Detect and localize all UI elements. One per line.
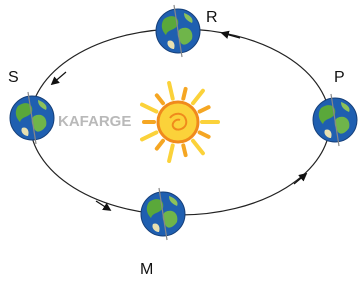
sun — [142, 83, 218, 161]
earth — [313, 94, 357, 146]
orbit-arrow — [294, 174, 306, 184]
sun-ray — [142, 105, 156, 112]
diagram: KAFARGE R S P M — [0, 0, 359, 282]
page: {"nodes": [ {"label": "R"}, {"label": "S… — [0, 0, 359, 282]
position-label: M — [140, 261, 153, 278]
earth — [10, 92, 54, 144]
sun-ray — [200, 132, 209, 136]
sun-ray — [193, 141, 203, 154]
sun-ray — [142, 132, 156, 139]
sun-ray — [193, 91, 203, 104]
position-label: P — [334, 69, 345, 86]
position-label: S — [8, 69, 19, 86]
orbit-arrow — [52, 72, 66, 84]
sun-ray — [157, 141, 163, 149]
sun-ray — [183, 145, 185, 155]
sun-ray — [169, 83, 173, 99]
watermark: KAFARGE — [58, 113, 131, 130]
position-label: R — [206, 9, 218, 26]
sun-ray — [183, 89, 185, 99]
sun-ray — [157, 95, 163, 103]
sun-disc — [158, 102, 198, 142]
sun-ray — [169, 145, 173, 161]
sun-ray — [200, 107, 209, 111]
earth — [156, 5, 200, 57]
earth — [141, 188, 185, 240]
